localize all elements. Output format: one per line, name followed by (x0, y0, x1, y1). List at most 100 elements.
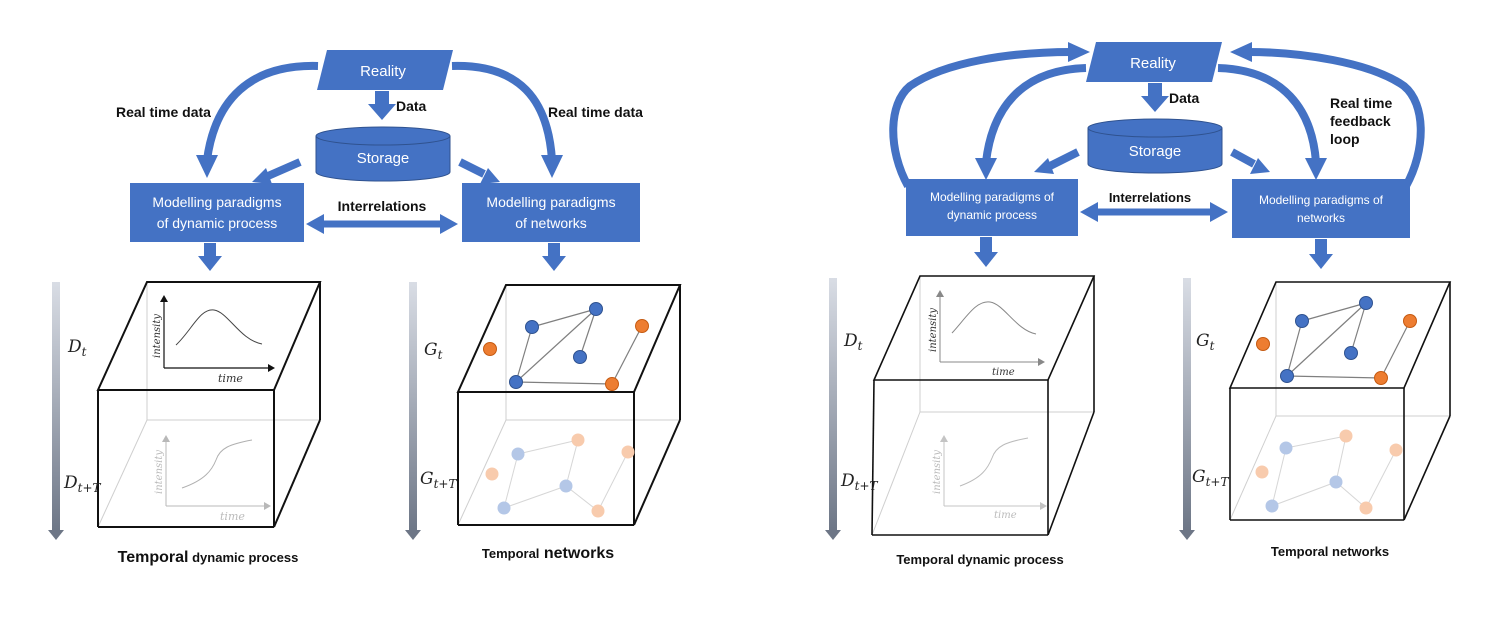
left-model-dyn-down-shaft (204, 243, 216, 257)
left-storage-arrow-left (266, 158, 302, 180)
right-storage-cylinder (1087, 118, 1223, 174)
right-feedback-outer-right-head (1230, 42, 1252, 62)
left-net-label-tT: Gt+T (420, 469, 457, 491)
left-net-top-nodes (483, 302, 649, 391)
right-interrelations-head-right (1210, 202, 1228, 222)
node-blue (589, 302, 603, 316)
right-storage-arrowhead-left (1034, 158, 1054, 174)
left-dyn-time-bar (52, 282, 60, 532)
right-model-dyn-down-head (974, 252, 998, 267)
left-net-bottom-graph (503, 439, 629, 512)
left-dyn-time-faint: time (220, 510, 245, 523)
right-model-net-line1: Modelling paradigms of (1259, 193, 1384, 207)
right-data-arrowhead (1141, 96, 1169, 112)
right-feedback-line2: feedback (1330, 113, 1391, 129)
left-model-dyn-line1: Modelling paradigms (152, 194, 281, 210)
right-net-bottom-graph (1271, 435, 1397, 509)
left-rt-arrow-right (451, 61, 556, 161)
right-net-time-head (1179, 530, 1195, 540)
left-data-arrowhead (368, 104, 396, 120)
left-interrelations-head-left (306, 214, 324, 234)
node-blue (509, 375, 523, 389)
left-rt-arrowhead-left (196, 155, 218, 178)
right-storage-arrow-right (1230, 148, 1256, 168)
left-caption-dyn: Temporal dynamic process (118, 549, 299, 566)
left-dyn-intensity-faint: intensity (154, 450, 165, 494)
right-model-dyn-line1: Modelling paradigms of (930, 190, 1055, 204)
right-dyn-bottom-plot (940, 435, 1047, 510)
left-dyn-time-label: time (218, 372, 243, 385)
right-inner-arrow-left (982, 64, 1087, 163)
left-dyn-bottom-plot (162, 435, 271, 510)
node-orange (605, 377, 619, 391)
left-model-dyn-down-head (198, 256, 222, 271)
node-orange (635, 319, 649, 333)
left-model-net-box (462, 183, 640, 242)
left-model-net-down-shaft (548, 243, 560, 257)
left-net-label-t: Gt (424, 340, 443, 362)
right-caption-dyn: Temporal dynamic process (896, 552, 1063, 567)
node-blue (573, 350, 587, 364)
right-dyn-intensity-label: intensity (928, 308, 939, 352)
right-panel: Reality Data Storage Real time feedback … (825, 42, 1452, 567)
right-model-dyn-down-shaft (980, 237, 992, 253)
right-inner-arrow-left-head (975, 158, 997, 180)
right-model-net-down-shaft (1315, 239, 1327, 255)
right-dyn-time-label: time (992, 367, 1015, 378)
right-feedback-line1: Real time (1330, 95, 1392, 111)
left-interrelations-head-right (440, 214, 458, 234)
right-dyn-time-bar (829, 278, 837, 531)
left-model-net-line2: of networks (515, 215, 587, 231)
node-blue (525, 320, 539, 334)
right-interrelations-label: Interrelations (1109, 190, 1191, 205)
right-dyn-label-tT: Dt+T (840, 471, 879, 493)
right-storage-arrowhead-right (1250, 158, 1270, 174)
right-inner-arrow-right-head (1305, 158, 1327, 180)
left-net-time-head (405, 530, 421, 540)
left-dyn-intensity-label: intensity (152, 314, 163, 358)
right-net-top-nodes (1256, 296, 1417, 385)
left-storage-arrow-right (458, 158, 486, 178)
left-dyn-label-t: Dt (67, 337, 87, 359)
left-dyn-cube (96, 281, 322, 528)
left-net-top-graph (515, 308, 643, 385)
right-reality-label: Reality (1130, 55, 1176, 72)
left-reality-shape (317, 50, 453, 90)
left-storage-arrowhead-right (480, 168, 500, 184)
right-inner-arrow-right (1217, 64, 1320, 163)
right-dyn-time-head (825, 530, 841, 540)
right-net-label-tT: Gt+T (1192, 467, 1229, 489)
right-model-dyn-line2: dynamic process (947, 208, 1037, 222)
right-feedback-line3: loop (1330, 131, 1360, 147)
node-orange (483, 342, 497, 356)
left-reality-label: Reality (360, 63, 406, 80)
left-data-arrow-shaft (375, 91, 389, 105)
right-dyn-cube (871, 275, 1096, 536)
left-dyn-top-plot (160, 295, 275, 372)
right-feedback-outer-right (1247, 48, 1425, 188)
right-model-net-line2: networks (1297, 211, 1345, 225)
right-storage-label: Storage (1129, 143, 1182, 160)
left-storage-label: Storage (357, 150, 410, 167)
right-data-arrow-shaft (1148, 83, 1162, 97)
left-rt-label-left: Real time data (116, 104, 211, 120)
left-storage-cylinder (315, 126, 451, 182)
right-storage-arrow-left (1048, 148, 1080, 170)
right-feedback-outer-left (889, 48, 1073, 188)
right-dyn-top-plot (936, 290, 1045, 366)
left-rt-arrow-left (203, 61, 319, 161)
left-model-dyn-box (130, 183, 304, 242)
right-interrelations-head-left (1080, 202, 1098, 222)
right-model-net-box (1232, 179, 1410, 238)
right-model-dyn-box (906, 179, 1078, 236)
left-net-cube (456, 284, 682, 526)
right-reality-shape (1086, 42, 1222, 82)
left-net-time-bar (409, 282, 417, 532)
left-caption-net: Temporal networks (482, 545, 614, 562)
left-panel: Reality Data Storage Real time data Real… (48, 50, 682, 566)
left-model-dyn-line2: of dynamic process (157, 215, 278, 231)
right-dyn-time-faint: time (994, 510, 1017, 521)
left-model-net-down-head (542, 256, 566, 271)
left-dyn-label-tT: Dt+T (63, 473, 102, 495)
right-net-time-bar (1183, 278, 1191, 531)
